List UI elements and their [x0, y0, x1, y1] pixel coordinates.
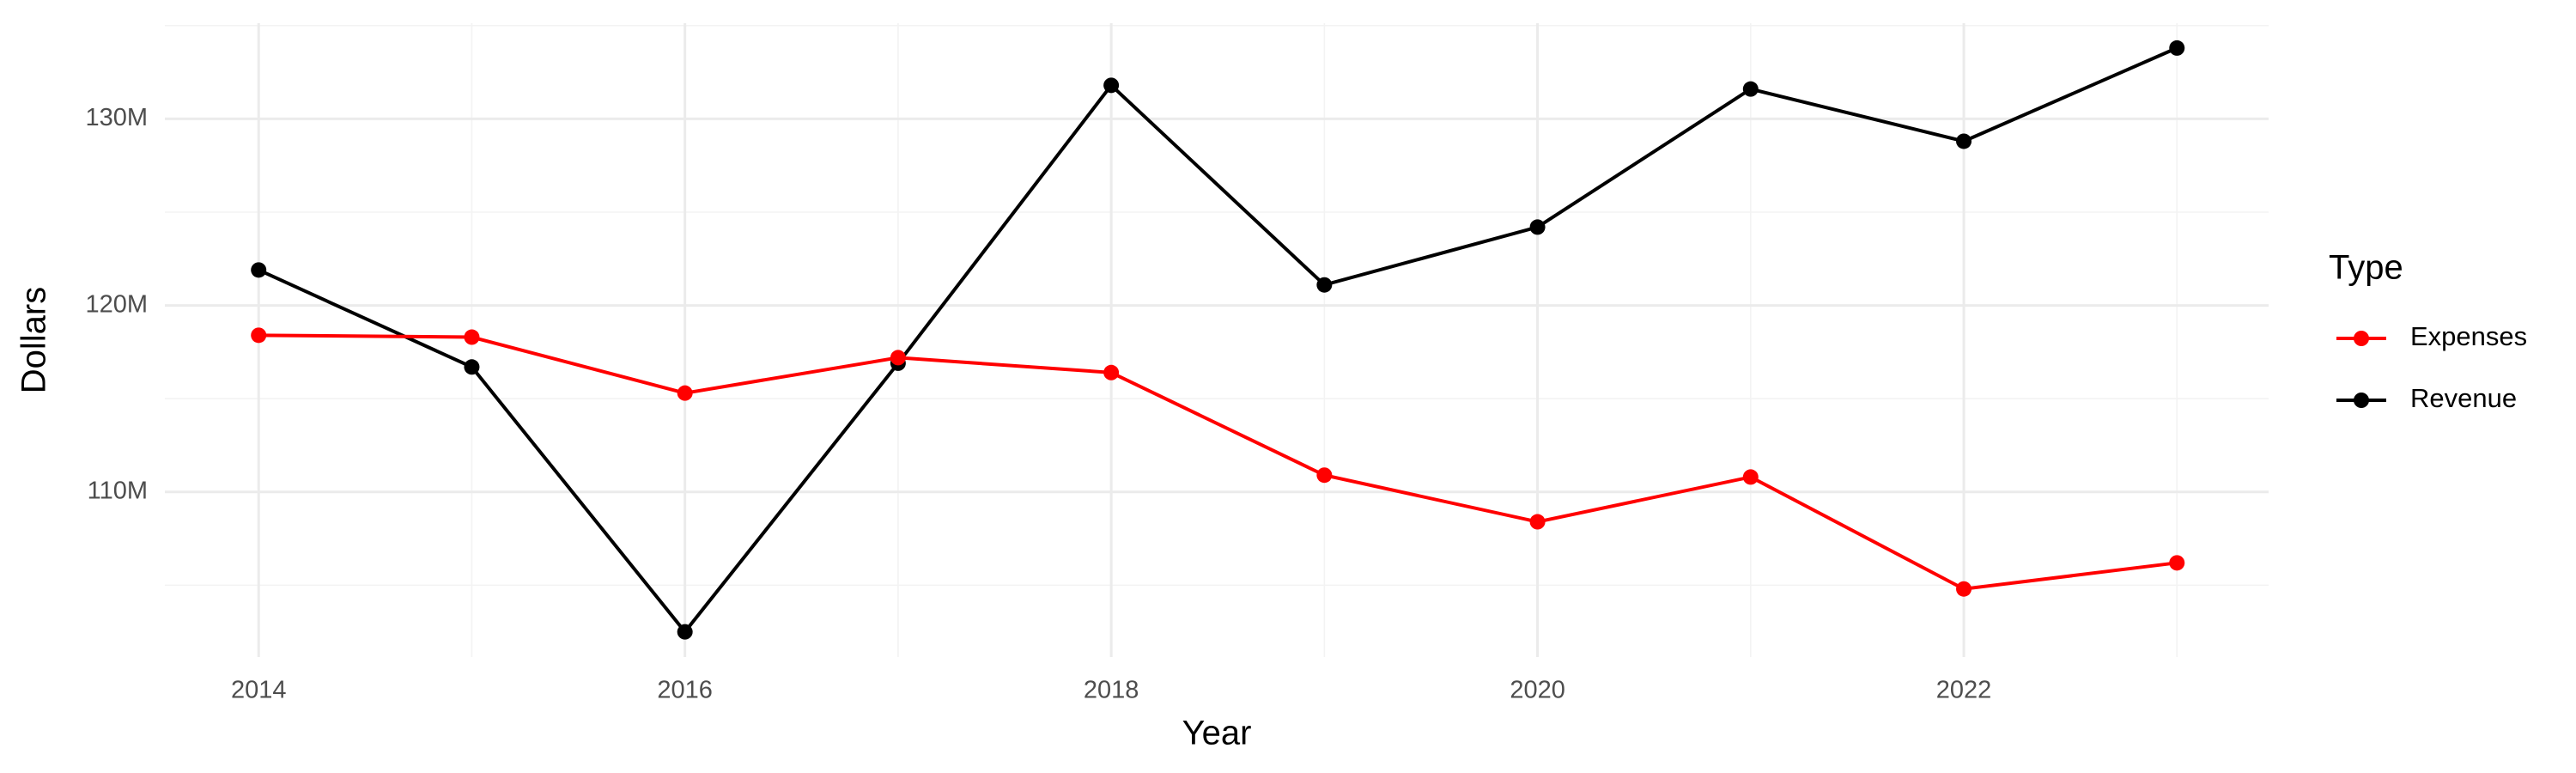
x-tick-label: 2022: [1936, 677, 1992, 704]
data-point: [1316, 467, 1333, 484]
data-point: [1742, 81, 1759, 97]
data-point: [464, 329, 480, 345]
data-point: [677, 624, 693, 640]
y-tick-label: 110M: [88, 477, 148, 504]
y-tick-label: 130M: [85, 104, 148, 131]
legend-label: Revenue: [2410, 383, 2517, 413]
data-point: [1956, 581, 1972, 597]
data-point: [1103, 364, 1120, 380]
x-tick-label: 2018: [1084, 677, 1139, 704]
data-point: [2169, 555, 2185, 571]
series-line: [258, 46, 2178, 635]
data-point: [1316, 277, 1333, 293]
legend-label: Expenses: [2410, 321, 2527, 351]
legend-marker: [2354, 331, 2369, 346]
x-tick-label: 2014: [231, 677, 287, 704]
data-point: [1103, 77, 1120, 94]
data-point: [1742, 469, 1759, 485]
legend-marker: [2354, 393, 2369, 408]
series-line: [258, 333, 2178, 591]
data-point: [1529, 219, 1546, 235]
data-point: [1956, 133, 1972, 149]
data-point: [890, 350, 906, 366]
data-point: [251, 327, 267, 344]
y-axis-title: Dollars: [15, 287, 53, 393]
data-point: [677, 385, 693, 401]
x-tick-label: 2016: [657, 677, 713, 704]
x-tick-label: 2020: [1510, 677, 1565, 704]
data-point: [2169, 40, 2185, 56]
y-tick-label: 120M: [85, 290, 148, 318]
legend-title: Type: [2329, 249, 2403, 287]
data-point: [251, 262, 267, 278]
data-point: [464, 359, 480, 375]
data-point: [1529, 514, 1546, 530]
x-axis-title: Year: [1182, 715, 1252, 752]
